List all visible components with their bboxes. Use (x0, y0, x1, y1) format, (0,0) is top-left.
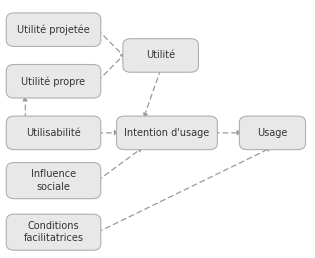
Text: Intention d'usage: Intention d'usage (124, 128, 209, 138)
Text: Utilité projetée: Utilité projetée (17, 25, 90, 35)
FancyBboxPatch shape (6, 64, 101, 98)
Text: Utilité propre: Utilité propre (21, 76, 86, 86)
Text: Conditions
facilitatrices: Conditions facilitatrices (24, 221, 83, 243)
Text: Utilité: Utilité (146, 51, 175, 60)
Text: Utilisabilité: Utilisabilité (26, 128, 81, 138)
FancyBboxPatch shape (6, 214, 101, 250)
FancyBboxPatch shape (123, 39, 198, 72)
FancyBboxPatch shape (239, 116, 306, 150)
FancyBboxPatch shape (6, 13, 101, 46)
Text: Influence
sociale: Influence sociale (31, 170, 76, 192)
Text: Usage: Usage (257, 128, 288, 138)
FancyBboxPatch shape (117, 116, 217, 150)
FancyBboxPatch shape (6, 163, 101, 199)
FancyBboxPatch shape (6, 116, 101, 150)
